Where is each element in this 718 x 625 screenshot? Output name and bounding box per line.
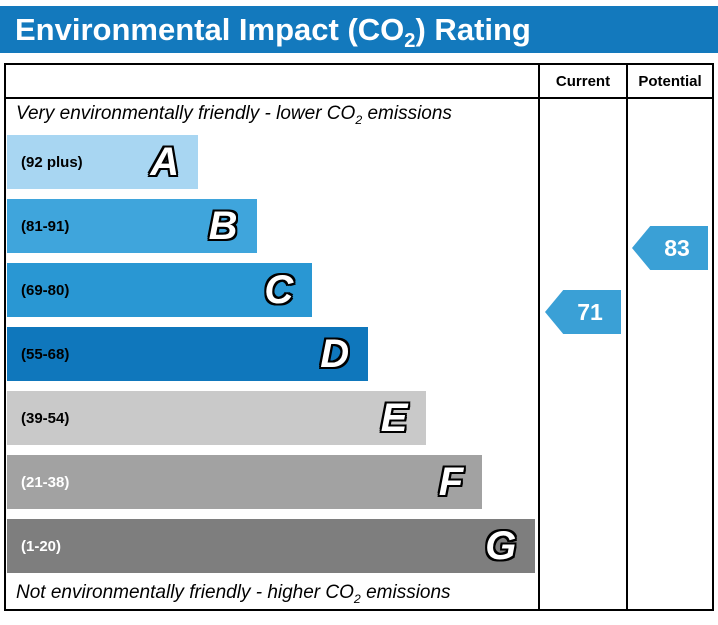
band-letter-f: F: [438, 460, 464, 504]
band-row-e: (39-54) E: [6, 386, 538, 450]
co2-rating-chart: Current Potential Very environmentally f…: [4, 63, 714, 611]
band-range-label-c: (69-80): [21, 281, 70, 299]
current-column: 71: [538, 99, 626, 609]
chart-header-row: Current Potential: [6, 65, 712, 99]
band-bar-b: (81-91) B: [7, 199, 257, 253]
bottom-note-subscript: 2: [353, 591, 361, 606]
band-letter-g: G: [485, 524, 517, 568]
current-column-header: Current: [538, 65, 626, 97]
band-bar-d: (55-68) D: [7, 327, 369, 381]
band-row-b: (81-91) B: [6, 194, 538, 258]
band-bar-c: (69-80) C: [7, 263, 313, 317]
current-rating-value: 71: [577, 298, 603, 325]
page-title-subscript: 2: [404, 30, 416, 53]
band-range-label-g: (1-20): [21, 537, 62, 555]
band-row-f: (21-38) F: [6, 450, 538, 514]
top-note-text-end: emissions: [362, 102, 452, 124]
band-letter-d: D: [320, 332, 350, 376]
bands-column: Very environmentally friendly - lower CO…: [6, 99, 538, 609]
current-rating-arrow: 71: [545, 290, 621, 334]
page-title-text-end: ) Rating: [415, 12, 531, 47]
bottom-note: Not environmentally friendly - higher CO…: [6, 578, 538, 609]
band-bar-g: (1-20) G: [7, 519, 536, 573]
band-bar-e: (39-54) E: [7, 391, 427, 445]
potential-column-header: Potential: [626, 65, 712, 97]
band-range-label-f: (21-38): [21, 473, 70, 491]
band-row-a: (92 plus) A: [6, 130, 538, 194]
band-range-label-a: (92 plus): [21, 153, 83, 171]
band-letter-c: C: [264, 268, 294, 312]
potential-rating-arrow: 83: [632, 226, 708, 270]
band-letter-a: A: [150, 140, 180, 184]
potential-column: 83: [626, 99, 712, 609]
chart-header-spacer: [6, 65, 538, 97]
band-range-label-e: (39-54): [21, 409, 70, 427]
page-title: Environmental Impact (CO2) Rating: [0, 6, 718, 53]
bottom-note-text-end: emissions: [360, 581, 451, 603]
band-bar-f: (21-38) F: [7, 455, 483, 509]
band-letter-b: B: [208, 204, 238, 248]
band-row-g: (1-20) G: [6, 514, 538, 578]
top-note-text: Very environmentally friendly - lower CO: [16, 102, 356, 124]
top-note-subscript: 2: [355, 112, 363, 127]
potential-rating-value: 83: [664, 234, 690, 261]
page-title-text: Environmental Impact (CO: [15, 12, 405, 47]
band-range-label-d: (55-68): [21, 345, 70, 363]
chart-body: Very environmentally friendly - lower CO…: [6, 99, 712, 609]
band-row-c: (69-80) C: [6, 258, 538, 322]
band-bar-a: (92 plus) A: [7, 135, 199, 189]
top-note: Very environmentally friendly - lower CO…: [6, 99, 538, 130]
band-range-label-b: (81-91): [21, 217, 70, 235]
band-letter-e: E: [380, 396, 408, 440]
band-row-d: (55-68) D: [6, 322, 538, 386]
bottom-note-text: Not environmentally friendly - higher CO: [16, 581, 354, 603]
